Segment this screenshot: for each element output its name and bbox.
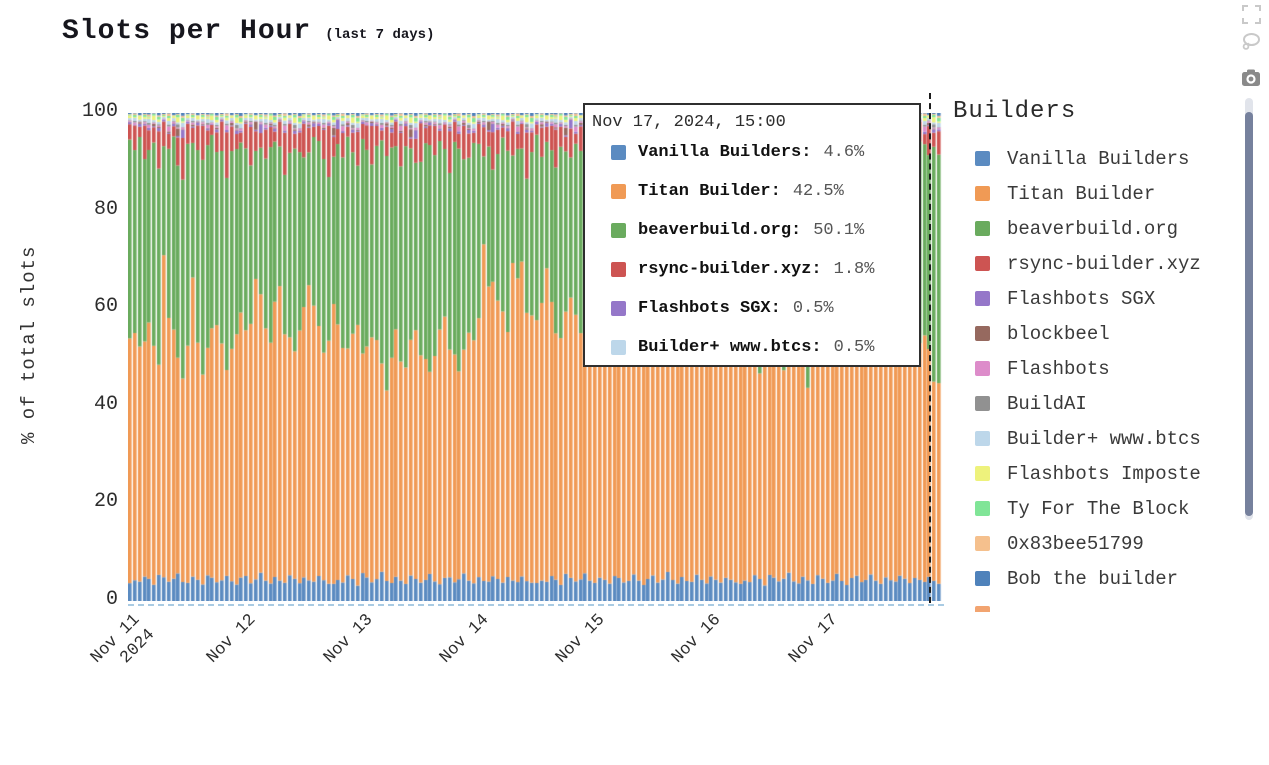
tooltip-series-name: Titan Builder:: [638, 182, 781, 201]
camera-icon: [1242, 69, 1260, 86]
tooltip-row: Flashbots SGX: 0.5%: [611, 299, 834, 318]
legend-swatch: [975, 326, 990, 341]
tooltip-series-swatch: [611, 301, 626, 316]
legend-swatch: [975, 606, 990, 612]
y-axis-tick-label: 60: [93, 295, 118, 319]
y-axis-tick-label: 40: [93, 392, 118, 416]
tooltip-series-name: beaverbuild.org:: [638, 221, 802, 240]
tooltip-series-swatch: [611, 145, 626, 160]
legend-swatch: [975, 186, 990, 201]
legend-swatch: [975, 221, 990, 236]
x-axis-tick-label: Nov 15: [552, 610, 610, 668]
tooltip-series-value: 4.6%: [823, 143, 865, 162]
legend-item-label: beaverbuild.org: [1007, 217, 1179, 240]
legend-item[interactable]: Vanilla Builders: [953, 141, 1243, 176]
legend-item[interactable]: BuildAI: [953, 386, 1243, 421]
tooltip-series-value: 42.5%: [792, 182, 844, 201]
legend-item-label: BuildAI: [1007, 392, 1087, 415]
box-select-button[interactable]: [1240, 3, 1262, 25]
tooltip-row: Vanilla Builders: 4.6%: [611, 143, 864, 162]
legend-swatch: [975, 501, 990, 516]
tooltip-series-value: 50.1%: [813, 221, 865, 240]
y-axis-label: % of total slots: [18, 245, 40, 445]
x-axis-tick-label: Nov 12: [203, 610, 261, 668]
legend-item[interactable]: Titan Builder: [953, 176, 1243, 211]
chart-title-row: Slots per Hour (last 7 days): [62, 16, 434, 47]
legend-item-label: Bob the builder: [1007, 567, 1179, 590]
legend-item[interactable]: beaverbuild.org: [953, 211, 1243, 246]
legend-swatch: [975, 256, 990, 271]
legend-swatch: [975, 466, 990, 481]
box-select-icon: [1241, 4, 1261, 24]
legend-item-label: 0x83bee51799: [1007, 532, 1144, 555]
tooltip-row: Titan Builder: 42.5%: [611, 182, 844, 201]
y-axis-tick-label: 0: [105, 588, 118, 611]
legend-item-label: Titan Builder: [1007, 182, 1156, 205]
legend-item[interactable]: 0x83bee51799: [953, 526, 1243, 561]
camera-download-button[interactable]: [1240, 67, 1262, 89]
tooltip-series-value: 1.8%: [833, 260, 875, 279]
hover-tooltip: Nov 17, 2024, 15:00 Vanilla Builders: 4.6…: [583, 103, 921, 367]
legend-swatch: [975, 431, 990, 446]
tooltip-series-swatch: [611, 184, 626, 199]
legend-item-label: blockbeel: [1007, 322, 1110, 345]
legend-swatch: [975, 536, 990, 551]
legend-item-label: Flashbots: [1007, 357, 1110, 380]
legend-item[interactable]: Bob the builder: [953, 561, 1243, 596]
legend-item-label: Flashbots SGX: [1007, 287, 1156, 310]
legend-item[interactable]: [953, 596, 1243, 612]
y-axis-tick-label: 80: [93, 197, 118, 221]
legend-item[interactable]: blockbeel: [953, 316, 1243, 351]
legend-swatch: [975, 571, 990, 586]
y-axis-tick-label: 100: [81, 100, 118, 123]
x-axis-tick-label: Nov 11 2024: [87, 610, 159, 668]
tooltip-series-swatch: [611, 223, 626, 238]
page-title: Slots per Hour: [62, 16, 312, 47]
legend-item[interactable]: Ty For The Block: [953, 491, 1243, 526]
legend-item[interactable]: rsync-builder.xyz: [953, 246, 1243, 281]
x-axis-baseline: [128, 604, 944, 606]
legend-item[interactable]: Builder+ www.btcs: [953, 421, 1243, 456]
lasso-select-icon: [1242, 33, 1260, 50]
legend-item-label: rsync-builder.xyz: [1007, 252, 1201, 275]
x-axis-tick-label: Nov 16: [668, 610, 726, 668]
tooltip-row: beaverbuild.org: 50.1%: [611, 221, 864, 240]
legend-scrollbar-thumb[interactable]: [1245, 112, 1253, 516]
legend-title: Builders: [953, 98, 1077, 125]
legend-swatch: [975, 361, 990, 376]
legend-item[interactable]: Flashbots: [953, 351, 1243, 386]
tooltip-header: Nov 17, 2024, 15:00: [592, 113, 786, 132]
legend-item-label: Builder+ www.btcs: [1007, 427, 1201, 450]
page-subtitle: (last 7 days): [325, 27, 435, 43]
tooltip-row: Builder+ www.btcs: 0.5%: [611, 338, 874, 357]
tooltip-series-value: 0.5%: [792, 299, 834, 318]
legend-swatch: [975, 291, 990, 306]
legend-panel: Builders Vanilla Builders Titan Builder be…: [953, 98, 1243, 612]
lasso-select-button[interactable]: [1240, 31, 1262, 53]
x-axis-tick-label: Nov 14: [436, 610, 493, 668]
tooltip-series-name: Builder+ www.btcs:: [638, 338, 822, 357]
x-axis-tick-label: Nov 13: [319, 610, 377, 668]
tooltip-series-name: Flashbots SGX:: [638, 299, 781, 318]
tooltip-series-name: Vanilla Builders:: [638, 143, 812, 162]
hover-crosshair-line: [929, 93, 931, 603]
tooltip-series-swatch: [611, 340, 626, 355]
tooltip-row: rsync-builder.xyz: 1.8%: [611, 260, 874, 279]
legend-item-label: Ty For The Block: [1007, 497, 1190, 520]
legend-item-label: Vanilla Builders: [1007, 147, 1190, 170]
tooltip-series-swatch: [611, 262, 626, 277]
legend-swatch: [975, 396, 990, 411]
legend-item[interactable]: Flashbots Imposte: [953, 456, 1243, 491]
legend-swatch: [975, 151, 990, 166]
tooltip-series-name: rsync-builder.xyz:: [638, 260, 822, 279]
legend-item[interactable]: Flashbots SGX: [953, 281, 1243, 316]
y-axis-tick-label: 20: [93, 490, 118, 514]
x-axis-tick-label: Nov 17: [785, 610, 842, 668]
tooltip-series-value: 0.5%: [833, 338, 875, 357]
legend-item-label: Flashbots Imposte: [1007, 462, 1201, 485]
